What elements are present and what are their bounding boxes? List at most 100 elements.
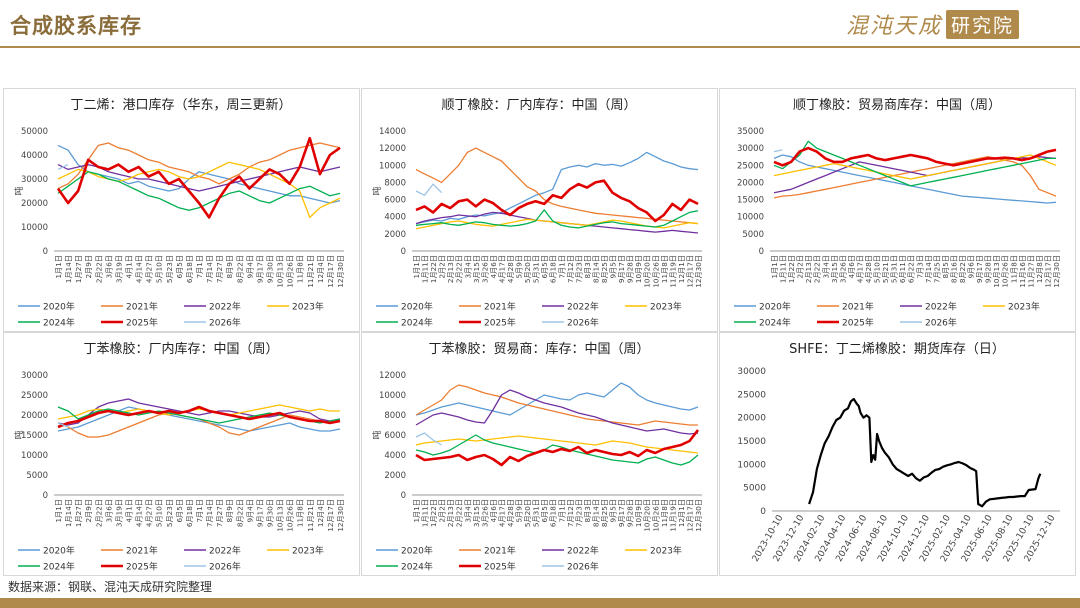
x-tick-label: 11月8日 xyxy=(296,499,305,527)
y-tick-label: 8000 xyxy=(384,178,406,188)
x-tick-label: 10月20日 xyxy=(643,255,652,288)
x-tick-label: 7月1日 xyxy=(195,255,204,279)
x-tick-label: 10月9日 xyxy=(634,499,643,527)
x-tick-label: 6月5日 xyxy=(175,499,184,523)
legend-label: 2025年 xyxy=(484,561,516,573)
series-line-2025 xyxy=(56,136,341,219)
data-source-note: 数据来源：钢联、混沌天成研究院整理 xyxy=(8,580,213,594)
x-tick-label: 9月17日 xyxy=(255,255,264,283)
chart-title: 顺丁橡胶：厂内库存：中国（周） xyxy=(441,97,636,113)
x-tick-label: 4月17日 xyxy=(497,255,506,283)
chart-panel-sbr-factory: 丁苯橡胶：厂内库存：中国（周） 0 5000 10000 15000 20000 25000… xyxy=(3,332,360,576)
y-tick-label: 2000 xyxy=(384,471,406,481)
y-tick-label: 30000 xyxy=(737,367,766,377)
legend-label: 2026年 xyxy=(567,317,599,329)
x-tick-label: 8月3日 xyxy=(583,255,592,279)
x-tick-label: 8月22日 xyxy=(958,255,967,283)
logo-box-text: 研究院 xyxy=(946,9,1020,39)
series-line-2026 xyxy=(773,149,783,153)
chart-title: 丁二烯：港口库存（华东，周三更新） xyxy=(70,97,291,113)
x-tick-label: 12月30日 xyxy=(336,499,345,532)
x-tick-label: 12月4日 xyxy=(316,499,325,527)
series-line-2026 xyxy=(415,432,442,446)
series-line-2024 xyxy=(415,434,699,466)
x-tick-label: 8月3日 xyxy=(583,499,592,523)
x-tick-label: 7月1日 xyxy=(195,499,204,523)
legend-label: 2020年 xyxy=(401,545,433,557)
x-tick-label: 4月17日 xyxy=(855,255,864,283)
series-line-2023 xyxy=(57,404,340,420)
y-tick-label: 20000 xyxy=(21,411,48,421)
x-tick-label: 6月22日 xyxy=(907,255,916,283)
series-line-2022 xyxy=(57,398,341,426)
x-tick-label: 7月27日 xyxy=(215,255,224,283)
x-tick-label: 9月17日 xyxy=(255,499,264,527)
series-line-2026 xyxy=(57,422,69,428)
x-tick-label: 7月14日 xyxy=(924,255,933,283)
x-tick-label: 3月15日 xyxy=(830,255,839,283)
x-tick-label: 2月22日 xyxy=(455,499,464,527)
legend-label: 2021年 xyxy=(484,301,516,313)
legend-label: 2026年 xyxy=(209,561,241,573)
chart-panel-shfe-futures: SHFE：丁二烯橡胶：期货库存（日） 0 5000 10000 15000 20000 25… xyxy=(719,332,1076,576)
x-tick-label: 8月14日 xyxy=(591,499,600,527)
legend-label: 2024年 xyxy=(43,561,75,573)
x-tick-label: 12月17日 xyxy=(1043,255,1052,288)
chart-br-trader-inventory: 顺丁橡胶：贸易商库存：中国（周） 0 5000 10000 15000 20000 2500… xyxy=(734,97,1061,329)
chart-title: 丁苯橡胶：贸易商：库存：中国（周） xyxy=(428,341,649,357)
x-tick-label: 9月30日 xyxy=(266,255,275,283)
y-tick-label: 4000 xyxy=(384,451,406,461)
legend-label: 2022年 xyxy=(567,301,599,313)
x-tick-label: 9月5日 xyxy=(609,255,618,279)
legend-label: 2022年 xyxy=(209,545,241,557)
chart-br-factory-inventory: 顺丁橡胶：厂内库存：中国（周） 0 2000 4000 6000 8000 10000 120… xyxy=(371,97,703,329)
chart-panel-butadiene-port: 丁二烯：港口库存（华东，周三更新） 0 10000 20000 30000 40000 50… xyxy=(3,88,360,332)
y-tick-label: 5000 xyxy=(26,471,48,481)
y-tick-label: 6000 xyxy=(384,196,406,206)
x-tick-label: 1月1日 xyxy=(54,499,63,523)
legend-label: 2020年 xyxy=(401,301,433,313)
x-tick-label: 2月9日 xyxy=(84,255,93,279)
series-line-2022 xyxy=(415,389,699,435)
x-tick-label: 3月15日 xyxy=(472,255,481,283)
x-tick-label: 9月6日 xyxy=(967,255,976,279)
x-tick-label: 6月18日 xyxy=(549,499,558,527)
legend-label: 2022年 xyxy=(567,545,599,557)
y-tick-label: 0 xyxy=(43,491,48,501)
y-tick-label: 0 xyxy=(401,247,406,257)
y-tick-label: 15000 xyxy=(21,431,48,441)
series-line-2020 xyxy=(415,151,699,225)
x-tick-label: 12月17日 xyxy=(685,499,694,532)
x-tick-label: 5月10日 xyxy=(155,255,164,283)
y-tick-label: 12000 xyxy=(379,144,406,154)
x-tick-label: 4月1日 xyxy=(125,255,134,279)
y-tick-label: 0 xyxy=(760,507,766,517)
x-tick-label: 2月2日 xyxy=(438,499,447,523)
x-tick-label: 1月22日 xyxy=(787,255,796,283)
x-tick-label: 4月6日 xyxy=(489,255,498,279)
legend-label: 2024年 xyxy=(401,561,433,573)
y-tick-label: 10000 xyxy=(737,213,764,223)
x-tick-label: 8月9日 xyxy=(225,499,234,523)
y-tick-label: 10000 xyxy=(737,460,766,470)
legend-label: 2021年 xyxy=(484,545,516,557)
x-tick-label: 6月5日 xyxy=(175,255,184,279)
x-tick-label: 2月22日 xyxy=(455,255,464,283)
legend-label: 2026年 xyxy=(209,317,241,329)
x-tick-label: 12月1日 xyxy=(677,499,686,527)
y-tick-label: 20000 xyxy=(737,178,764,188)
x-tick-label: 12月17日 xyxy=(685,255,694,288)
x-tick-label: 12月8日 xyxy=(1035,255,1044,283)
x-tick-label: 1月22日 xyxy=(429,255,438,283)
chart-shfe-futures-inventory: SHFE：丁二烯橡胶：期货库存（日） 0 5000 10000 15000 20000 25… xyxy=(737,341,1060,564)
y-tick-label: 5000 xyxy=(743,484,766,494)
legend-label: 2023年 xyxy=(650,301,682,313)
x-tick-label: 3月19日 xyxy=(114,499,123,527)
x-tick-label: 1月11日 xyxy=(779,255,788,283)
x-tick-label: 7月23日 xyxy=(574,499,583,527)
y-tick-label: 4000 xyxy=(384,213,406,223)
x-tick-label: 7月3日 xyxy=(915,255,924,279)
x-tick-label: 5月31日 xyxy=(532,255,541,283)
x-tick-label: 11月19日 xyxy=(668,255,677,288)
x-tick-label: 11月16日 xyxy=(1018,255,1027,288)
